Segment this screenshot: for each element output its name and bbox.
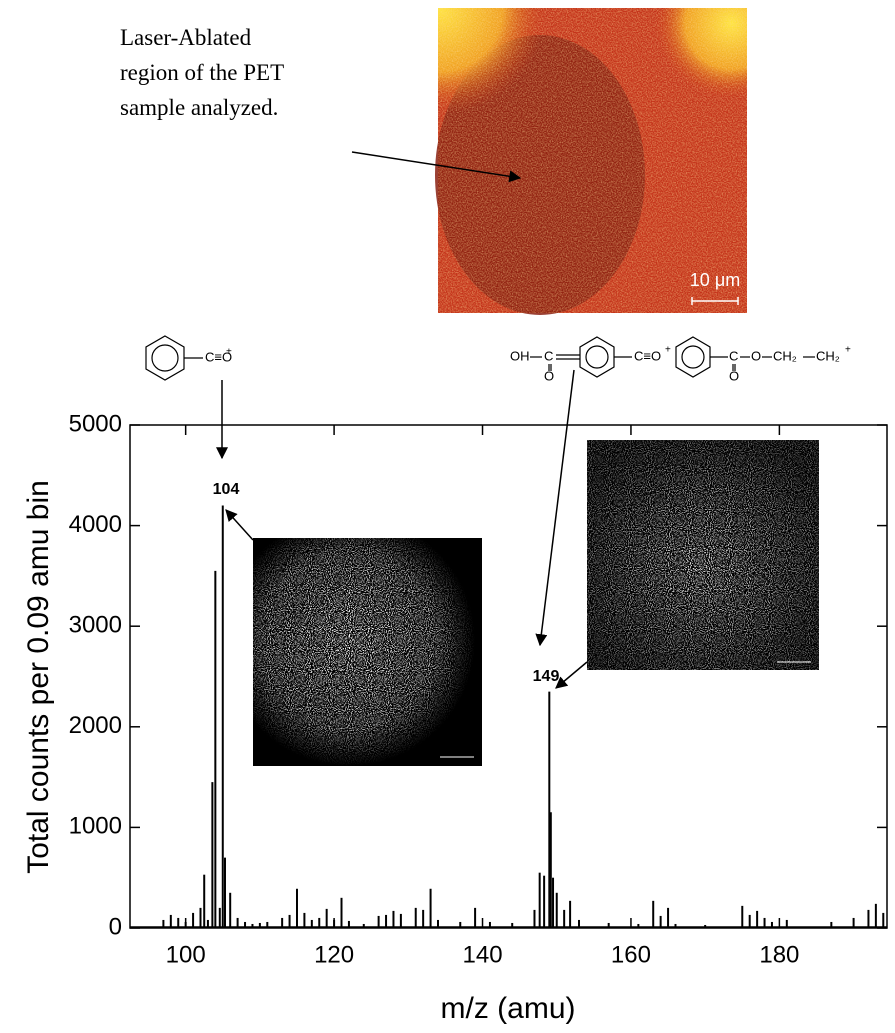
peak-annotation: 104 xyxy=(213,481,240,498)
ion-image xyxy=(587,440,819,670)
structure-label: C xyxy=(544,348,553,363)
y-tick-label: 1000 xyxy=(69,813,122,840)
structure-label: C≡O xyxy=(634,348,661,363)
y-tick-label: 4000 xyxy=(69,511,122,538)
x-tick-label: 160 xyxy=(611,941,651,968)
structure-label: CH₂ xyxy=(816,348,840,363)
x-tick-label: 120 xyxy=(314,941,354,968)
plot-frame xyxy=(129,424,888,929)
y-tick-label: 0 xyxy=(109,913,122,940)
x-axis-title: m/z (amu) xyxy=(441,992,576,1025)
structure-label: + xyxy=(845,345,851,356)
structure-label: O xyxy=(729,368,739,383)
x-tick-label: 140 xyxy=(463,941,503,968)
structure-label: CH₂ xyxy=(773,348,797,363)
y-tick-label: 3000 xyxy=(69,612,122,639)
y-tick-label: 5000 xyxy=(69,410,122,437)
structure-label: O xyxy=(544,368,554,383)
x-tick-label: 180 xyxy=(759,941,799,968)
structure-label: C≡O xyxy=(205,349,232,364)
peak-annotation: 149 xyxy=(533,668,560,685)
structure-label: C xyxy=(729,348,738,363)
structure-label: + xyxy=(226,347,232,358)
structure-label: O xyxy=(751,348,761,363)
optical-image: 10 μm xyxy=(435,8,747,315)
structure-label: OH xyxy=(510,348,530,363)
x-tick-label: 100 xyxy=(166,941,206,968)
scale-bar-label: 10 μm xyxy=(690,270,740,290)
y-axis-title: Total counts per 0.09 amu bin xyxy=(22,480,55,874)
ion-image xyxy=(253,538,482,766)
y-tick-label: 2000 xyxy=(69,712,122,739)
structure-label: + xyxy=(665,345,671,356)
image-caption: Laser-Ablated region of the PET sample ana… xyxy=(120,25,284,120)
